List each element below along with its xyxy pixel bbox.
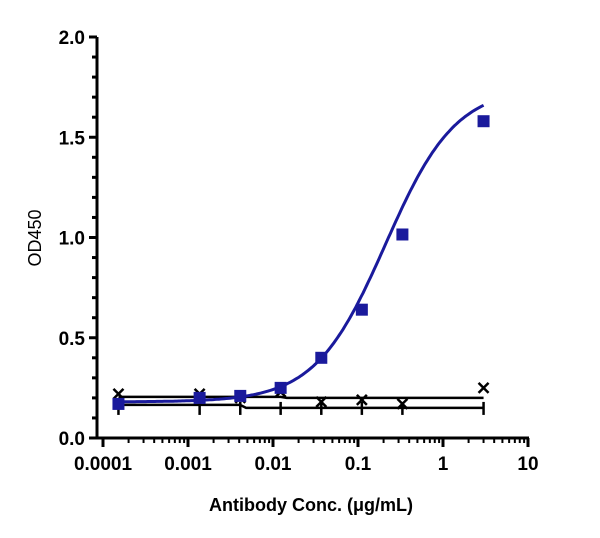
- control-1-fit-line: [118, 395, 484, 400]
- x-marker-stroke: [315, 396, 328, 408]
- control-1-marker: [112, 388, 125, 400]
- control-1-marker: [396, 398, 409, 410]
- control-1-marker: [477, 381, 490, 394]
- y-tick-label: 1.0: [59, 229, 85, 250]
- antibody-data-point: [274, 381, 287, 394]
- x-tick-label: 0.1: [345, 454, 372, 475]
- x-marker-stroke: [112, 388, 125, 400]
- x-tick-label: 1: [438, 454, 449, 475]
- antibody-data-point: [112, 397, 125, 410]
- control-1-marker: [355, 394, 368, 406]
- y-tick-label: 0.5: [59, 329, 86, 350]
- y-tick-label: 2.0: [59, 28, 85, 49]
- y-tick-label: 1.5: [59, 128, 86, 149]
- antibody-data-point: [355, 303, 368, 316]
- antibody-data-point: [477, 115, 490, 128]
- antibody-data-point: [396, 228, 409, 241]
- x-tick-label: 0.001: [164, 454, 212, 475]
- x-tick-label: 0.0001: [74, 454, 133, 475]
- antibody-data-point: [315, 351, 328, 364]
- x-axis-title: Antibody Conc. (μg/mL): [209, 495, 413, 515]
- y-tick-label: 0.0: [59, 429, 85, 450]
- axes: 0.0 0.5 1.0 1.5 2.0 0.0001 0.001 0.01 0.1 1 10: [59, 28, 539, 475]
- x-marker-stroke: [396, 398, 409, 410]
- y-axis-title: OD450: [25, 209, 45, 266]
- x-marker-stroke: [477, 381, 490, 394]
- control-2-fit-line: [118, 403, 484, 410]
- series-layer: [112, 103, 490, 415]
- x-marker-stroke: [355, 394, 368, 406]
- antibody-data-point: [193, 391, 206, 404]
- antibody-data-point: [234, 389, 247, 402]
- x-tick-label: 0.01: [255, 454, 292, 475]
- x-tick-label: 10: [517, 454, 538, 475]
- antibody-fit-curve: [118, 103, 485, 404]
- control-1-marker: [315, 396, 328, 408]
